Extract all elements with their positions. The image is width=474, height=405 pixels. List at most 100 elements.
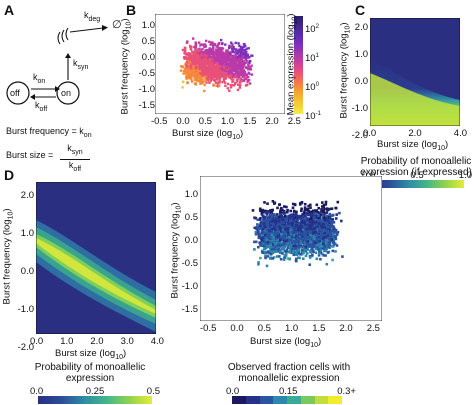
panel-e-point bbox=[316, 219, 319, 222]
panel-b-point bbox=[189, 44, 192, 48]
panel-e-point bbox=[274, 226, 277, 230]
panel-e-point bbox=[322, 223, 325, 226]
panel-b-point bbox=[243, 71, 247, 74]
panel-e-point bbox=[305, 235, 309, 238]
panel-b-point bbox=[235, 68, 238, 71]
panel-b-point bbox=[194, 67, 198, 70]
panel-e-point bbox=[315, 209, 318, 212]
panel-e-point bbox=[330, 214, 334, 217]
panel-e-point bbox=[276, 227, 280, 231]
panel-b-point bbox=[217, 81, 220, 84]
panel-b-point bbox=[186, 53, 189, 56]
panel-b-point bbox=[244, 53, 247, 57]
panel-e-point bbox=[308, 235, 311, 239]
panel-b-point bbox=[232, 70, 236, 73]
panel-e-cbar-title: Observed fraction cells with monoallelic … bbox=[227, 362, 351, 384]
panel-b-point bbox=[206, 56, 209, 60]
panel-e-point bbox=[276, 218, 280, 222]
panel-e-point bbox=[276, 206, 279, 210]
panel-e-point bbox=[334, 206, 337, 210]
panel-b-point bbox=[202, 43, 205, 46]
panel-b-point bbox=[242, 45, 245, 49]
panel-e-point bbox=[260, 244, 264, 247]
panel-e-point bbox=[273, 217, 277, 220]
panel-b-point bbox=[190, 80, 194, 83]
panel-b-point bbox=[196, 57, 199, 60]
panel-e-point bbox=[305, 227, 309, 231]
panel-b-point bbox=[227, 72, 231, 75]
panel-b-point bbox=[237, 64, 240, 67]
panel-e-point bbox=[274, 234, 277, 238]
panel-e-point bbox=[257, 245, 260, 249]
panel-b-point bbox=[244, 44, 247, 48]
panel-e-point bbox=[295, 223, 298, 227]
panel-b-point bbox=[201, 62, 205, 66]
panel-e-point bbox=[269, 220, 273, 223]
panel-b-point bbox=[212, 76, 215, 79]
panel-b-point bbox=[193, 82, 197, 85]
panel-b-colorbar bbox=[294, 16, 303, 114]
panel-e-point bbox=[269, 229, 273, 233]
panel-e-point bbox=[324, 222, 327, 225]
panel-b-point bbox=[239, 54, 242, 58]
panel-b-point bbox=[247, 79, 251, 82]
panel-b-point bbox=[207, 70, 211, 74]
panel-e-point bbox=[299, 225, 303, 228]
panel-b-point bbox=[233, 73, 236, 76]
panel-b-point bbox=[237, 75, 241, 78]
panel-b-point bbox=[241, 58, 244, 61]
panel-b-point bbox=[242, 49, 245, 52]
panel-e-point bbox=[306, 221, 309, 225]
rate-kdeg: kdeg bbox=[84, 10, 101, 23]
panel-b-point bbox=[183, 57, 186, 60]
panel-e-point bbox=[317, 222, 321, 225]
panel-b-point bbox=[251, 54, 254, 57]
panel-e-point bbox=[335, 233, 339, 236]
panel-b-point bbox=[215, 81, 218, 84]
panel-e-point bbox=[287, 215, 291, 218]
panel-e-point bbox=[281, 238, 285, 241]
panel-e-point bbox=[289, 235, 293, 239]
panel-e-point bbox=[326, 236, 329, 240]
panel-e-point bbox=[282, 239, 286, 243]
panel-e-point bbox=[333, 227, 336, 230]
panel-e-point bbox=[322, 254, 325, 257]
panel-e-point bbox=[266, 243, 270, 247]
panel-c-xticks: 0.0 2.0 4.0 bbox=[363, 128, 467, 139]
panel-e-point bbox=[294, 246, 297, 250]
panel-e-point bbox=[277, 220, 281, 223]
panel-e-point bbox=[308, 226, 311, 230]
panel-b-point bbox=[235, 51, 238, 55]
panel-e-point bbox=[324, 203, 328, 206]
panel-b-point bbox=[192, 63, 195, 66]
panel-b-point bbox=[209, 63, 212, 66]
panel-b-point bbox=[235, 73, 238, 77]
panel-b-point bbox=[236, 75, 239, 78]
panel-b-point bbox=[230, 71, 233, 74]
panel-b-point bbox=[228, 89, 231, 92]
panel-e-point bbox=[317, 254, 321, 257]
panel-b-point bbox=[193, 62, 196, 65]
panel-b-point bbox=[232, 45, 235, 49]
panel-e-point bbox=[272, 247, 275, 251]
panel-b-cbar-title: Mean expression (log10) bbox=[285, 13, 299, 116]
panel-e-point bbox=[335, 244, 339, 247]
panel-b-point bbox=[205, 39, 208, 43]
panel-b-point bbox=[198, 47, 201, 50]
panel-e-point bbox=[270, 214, 273, 217]
panel-e-point bbox=[319, 251, 323, 254]
panel-b-point bbox=[197, 67, 200, 70]
panel-e-point bbox=[283, 254, 287, 257]
panel-e-point bbox=[292, 238, 296, 241]
panel-e-point bbox=[327, 225, 331, 229]
panel-b-point bbox=[221, 47, 225, 50]
panel-b-point bbox=[179, 69, 183, 72]
panel-e-point bbox=[329, 236, 333, 239]
panel-e-point bbox=[312, 222, 316, 225]
panel-e-point bbox=[270, 240, 274, 244]
panel-b-point bbox=[209, 59, 212, 63]
panel-e-point bbox=[326, 251, 330, 254]
panel-b-point bbox=[244, 84, 248, 87]
panel-e-xticks: -0.5 0.0 0.5 1.0 1.5 2.0 2.5 bbox=[200, 323, 380, 334]
panel-b-point bbox=[211, 41, 214, 44]
